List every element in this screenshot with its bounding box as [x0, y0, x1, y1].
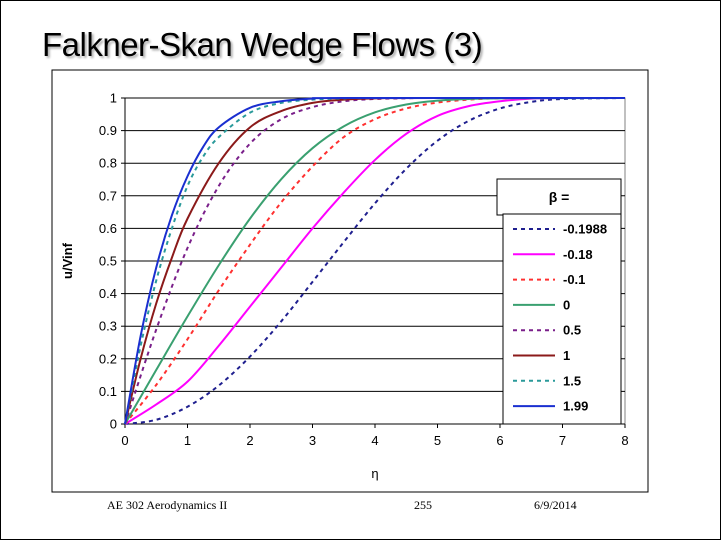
- axis-layer: 0 0.1 0.2 0.3 0.4 0.5 0.6 0.7 0.8 0.9 1 0 1 2 3 4 5 6 7 8: [99, 91, 629, 449]
- x-tick-label: 7: [559, 433, 566, 448]
- legend-box: [502, 213, 622, 425]
- legend-label: 1.99: [563, 399, 588, 414]
- y-tick-label: 0.6: [99, 221, 117, 236]
- series-layer: [124, 96, 626, 425]
- x-tick-label: 0: [121, 433, 128, 448]
- y-tick-label: 0.5: [99, 254, 117, 269]
- legend-label: 0.5: [563, 323, 581, 338]
- x-tick-label: 5: [434, 433, 441, 448]
- y-tick-label: 0.4: [99, 286, 117, 301]
- series-line--0.18: [124, 97, 625, 425]
- footer-page-number: 255: [414, 498, 432, 512]
- x-tick-label: 6: [496, 433, 503, 448]
- legend-label: -0.1988: [563, 222, 607, 237]
- x-tick-label: 4: [371, 433, 378, 448]
- y-tick-label: 0.7: [99, 188, 117, 203]
- x-tick-label: 2: [246, 433, 253, 448]
- legend-label: 1: [563, 348, 570, 363]
- x-tick-label: 1: [184, 433, 191, 448]
- y-tick-label: 0.3: [99, 319, 117, 334]
- legend-title: β =: [549, 189, 570, 205]
- series-line-0.5: [124, 96, 625, 425]
- y-tick-label: 0.1: [99, 384, 117, 399]
- legend-label: -0.18: [563, 247, 593, 262]
- x-tick-label: 3: [309, 433, 316, 448]
- y-tick-label: 0.8: [99, 156, 117, 171]
- slide-title: Falkner-Skan Wedge Flows (3): [42, 26, 483, 63]
- legend-label: 1.5: [563, 373, 581, 388]
- y-tick-label: 1: [110, 91, 117, 106]
- x-axis-label: η: [371, 466, 378, 481]
- y-tick-label: 0.9: [99, 123, 117, 138]
- series-line-1.5: [124, 97, 625, 425]
- y-tick-label: 0: [110, 417, 117, 432]
- y-tick-label: 0.2: [99, 351, 117, 366]
- footer-date: 6/9/2014: [534, 498, 577, 512]
- footer-course: AE 302 Aerodynamics II: [107, 498, 228, 512]
- legend: β = -0.1988 -0.18 -0.1 0 0.5 1 1.5 1.99: [496, 178, 622, 425]
- series-line--0.1988: [124, 97, 626, 425]
- legend-label: -0.1: [563, 272, 585, 287]
- y-axis-label: u/Vinf: [60, 242, 75, 279]
- x-tick-label: 8: [621, 433, 628, 448]
- series-line-1.99: [124, 96, 625, 425]
- legend-label: 0: [563, 297, 570, 312]
- legend-title-box: [496, 178, 622, 216]
